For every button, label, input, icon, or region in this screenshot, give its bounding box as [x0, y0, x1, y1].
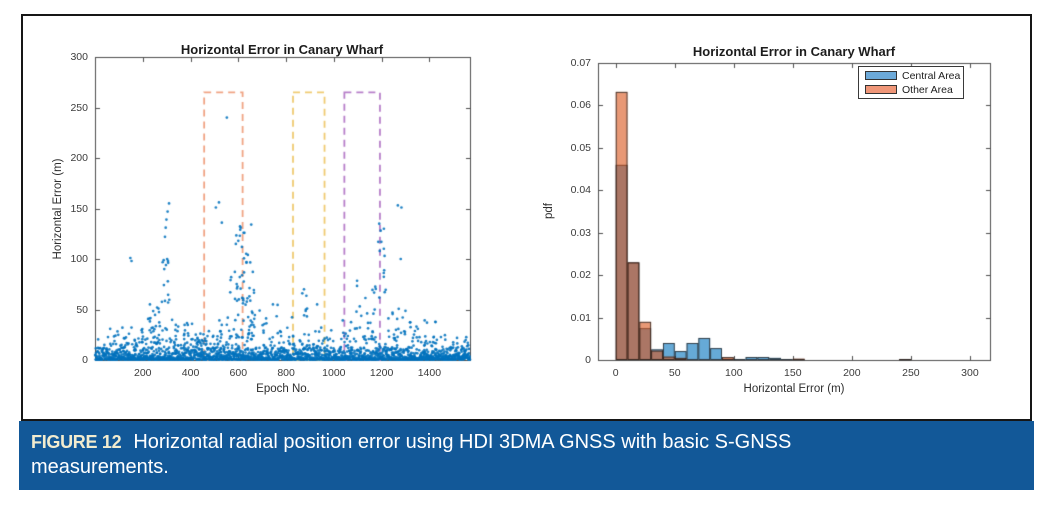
plots-canvas: [0, 0, 1050, 512]
